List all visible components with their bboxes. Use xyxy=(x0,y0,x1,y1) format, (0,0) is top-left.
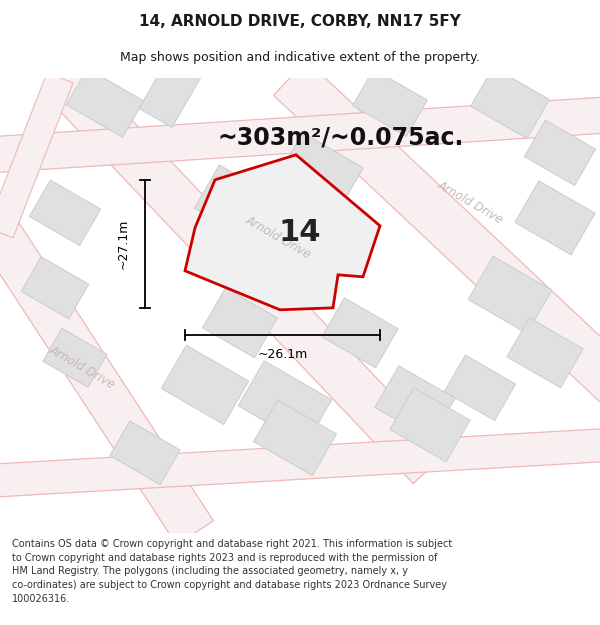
Polygon shape xyxy=(445,355,515,421)
Text: ~303m²/~0.075ac.: ~303m²/~0.075ac. xyxy=(218,126,464,150)
Polygon shape xyxy=(353,69,427,136)
Text: ~26.1m: ~26.1m xyxy=(257,348,308,361)
Polygon shape xyxy=(110,421,180,484)
Text: Arnold Drive: Arnold Drive xyxy=(435,179,505,227)
Polygon shape xyxy=(524,120,596,186)
Polygon shape xyxy=(322,298,398,368)
Polygon shape xyxy=(470,67,550,139)
Polygon shape xyxy=(43,328,107,388)
Polygon shape xyxy=(515,181,595,255)
Polygon shape xyxy=(194,165,275,241)
Polygon shape xyxy=(390,388,470,462)
Polygon shape xyxy=(0,97,600,172)
Polygon shape xyxy=(67,68,143,138)
Polygon shape xyxy=(43,62,446,484)
Text: 14, ARNOLD DRIVE, CORBY, NN17 5FY: 14, ARNOLD DRIVE, CORBY, NN17 5FY xyxy=(139,14,461,29)
Polygon shape xyxy=(21,257,89,319)
Polygon shape xyxy=(277,132,364,213)
Polygon shape xyxy=(0,161,214,545)
Polygon shape xyxy=(468,256,552,334)
Polygon shape xyxy=(254,400,337,476)
Polygon shape xyxy=(274,61,600,405)
Polygon shape xyxy=(29,180,101,246)
Text: Arnold Drive: Arnold Drive xyxy=(243,214,313,262)
Text: Contains OS data © Crown copyright and database right 2021. This information is : Contains OS data © Crown copyright and d… xyxy=(12,539,452,604)
Polygon shape xyxy=(0,72,73,238)
Polygon shape xyxy=(185,155,380,310)
Text: Arnold Drive: Arnold Drive xyxy=(47,344,117,392)
Polygon shape xyxy=(238,361,332,445)
Text: 14: 14 xyxy=(279,218,321,248)
Polygon shape xyxy=(0,428,600,498)
Text: Map shows position and indicative extent of the property.: Map shows position and indicative extent… xyxy=(120,51,480,64)
Polygon shape xyxy=(161,345,248,424)
Polygon shape xyxy=(203,288,277,357)
Text: ~27.1m: ~27.1m xyxy=(116,219,130,269)
Polygon shape xyxy=(375,366,455,440)
Polygon shape xyxy=(139,58,201,127)
Polygon shape xyxy=(507,318,583,388)
